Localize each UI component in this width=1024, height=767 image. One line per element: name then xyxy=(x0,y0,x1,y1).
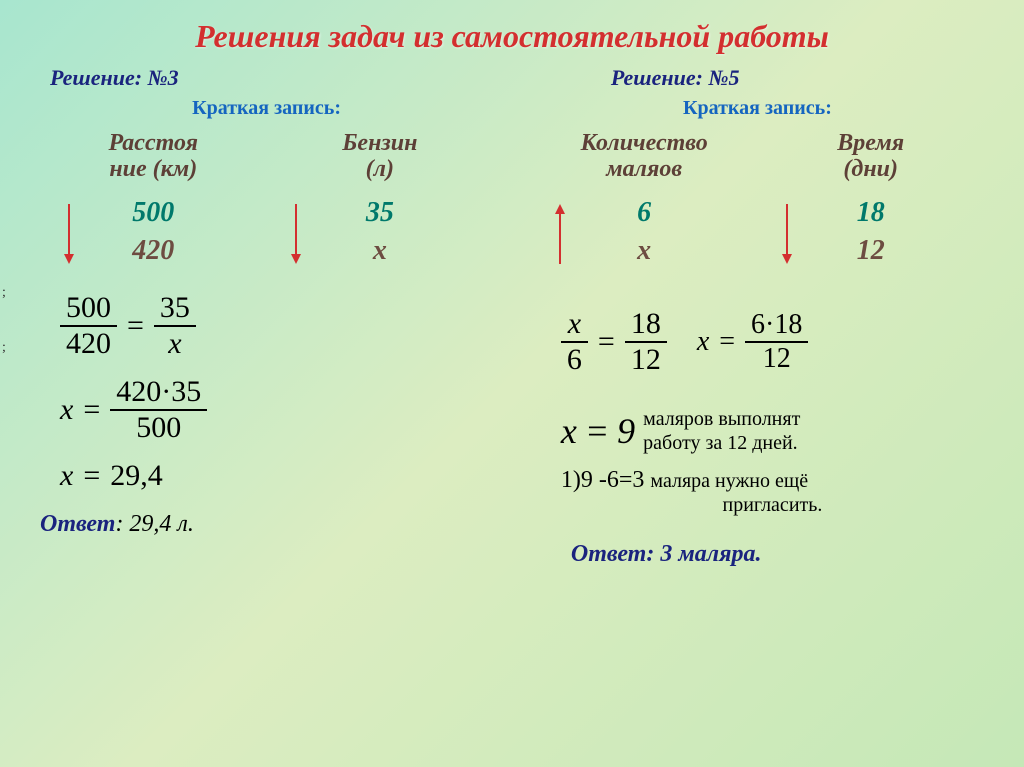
content-columns: Решение: №3 Краткая запись: Расстоя ние … xyxy=(0,55,1024,568)
arrow-down-icon xyxy=(777,199,797,269)
val-x-left: x xyxy=(278,235,482,267)
val-18: 18 xyxy=(769,197,973,229)
brief-label-left: Краткая запись: xyxy=(40,97,493,120)
text-line-2: работу за 12 дней. xyxy=(643,432,798,454)
header-fuel: Бензин (л) xyxy=(278,130,482,183)
data-left: 500 420 35 x xyxy=(40,191,493,273)
val-12: 12 xyxy=(769,235,973,267)
frac-num: x xyxy=(561,307,588,343)
answer-value: 3 маляра. xyxy=(660,541,761,567)
result-9: 9 xyxy=(617,410,635,452)
frac-num: 35 xyxy=(154,291,196,327)
solution-5-label: Решение: №5 xyxy=(531,65,984,91)
solution-3: Решение: №3 Краткая запись: Расстоя ние … xyxy=(40,65,493,568)
val-500: 500 xyxy=(51,197,255,229)
frac-den: 12 xyxy=(625,343,667,377)
semicolon-1: ; xyxy=(2,285,6,301)
frac-num: 6·18 xyxy=(745,309,808,343)
equals-icon: = xyxy=(719,326,735,358)
equals-icon: = xyxy=(83,393,100,427)
data-col-fuel: 35 x xyxy=(278,191,482,273)
frac-den: x xyxy=(154,327,196,361)
arrow-down-icon xyxy=(59,199,79,269)
answer-right: Ответ: 3 маляра. xyxy=(571,541,984,568)
frac-den: 420 xyxy=(60,327,117,361)
answer-label: Ответ: xyxy=(571,541,660,567)
result-text: маляров выполнят работу за 12 дней. xyxy=(643,407,800,455)
val-6: 6 xyxy=(542,197,746,229)
step-1: 1)9 -6=3 маляра нужно ещё пригласить. xyxy=(561,467,984,517)
frac-den: 12 xyxy=(745,343,808,375)
var-x: x xyxy=(697,326,709,358)
semicolon-2: ; xyxy=(2,340,6,356)
equals-icon: = xyxy=(585,410,609,452)
var-x: x xyxy=(561,410,577,452)
frac-den: 6 xyxy=(561,343,588,377)
arrow-up-icon xyxy=(550,199,570,269)
data-col-painters: 6 x xyxy=(542,191,746,273)
header-painters: Количество маляов xyxy=(542,130,746,183)
var-x: x xyxy=(60,393,73,427)
val-x-right: x xyxy=(542,235,746,267)
val-420: 420 xyxy=(51,235,255,267)
page-title: Решения задач из самостоятельной работы xyxy=(0,0,1024,55)
step-text-2: пригласить. xyxy=(561,494,984,517)
val-35: 35 xyxy=(278,197,482,229)
data-col-time: 18 12 xyxy=(769,191,973,273)
frac-den: 500 xyxy=(110,411,207,445)
brief-label-right: Краткая запись: xyxy=(531,97,984,120)
frac-num: 500 xyxy=(60,291,117,327)
frac-num: 18 xyxy=(625,307,667,343)
header-time: Время (дни) xyxy=(769,130,973,183)
equation-1-left: 500420 = 35x x = 420·35500 x = 29,4 xyxy=(60,291,493,493)
equals-icon: = xyxy=(83,459,100,493)
data-col-distance: 500 420 xyxy=(51,191,255,273)
solution-5: Решение: №5 Краткая запись: Количество м… xyxy=(531,65,984,568)
text-line-1: маляров выполнят xyxy=(643,408,800,430)
result-val: 29,4 xyxy=(110,459,163,493)
result-right: x = 9 маляров выполнят работу за 12 дней… xyxy=(561,407,984,455)
var-x: x xyxy=(60,459,73,493)
headers-left: Расстоя ние (км) Бензин (л) xyxy=(40,130,493,183)
solution-3-label: Решение: №3 xyxy=(40,65,493,91)
equals-icon: = xyxy=(598,325,615,359)
header-distance: Расстоя ние (км) xyxy=(51,130,255,183)
answer-value: : 29,4 л. xyxy=(115,511,193,537)
frac-num: 420·35 xyxy=(110,375,207,411)
equals-icon: = xyxy=(127,309,144,343)
equations-right: x6 = 1812 x = 6·1812 xyxy=(561,293,984,391)
step-text: маляра нужно ещё xyxy=(650,470,808,492)
step-calc: 1)9 -6=3 xyxy=(561,467,651,493)
answer-label: Ответ xyxy=(40,511,115,537)
data-right: 6 x 18 12 xyxy=(531,191,984,273)
arrow-down-icon xyxy=(286,199,306,269)
headers-right: Количество маляов Время (дни) xyxy=(531,130,984,183)
answer-left: Ответ: 29,4 л. xyxy=(40,511,493,538)
